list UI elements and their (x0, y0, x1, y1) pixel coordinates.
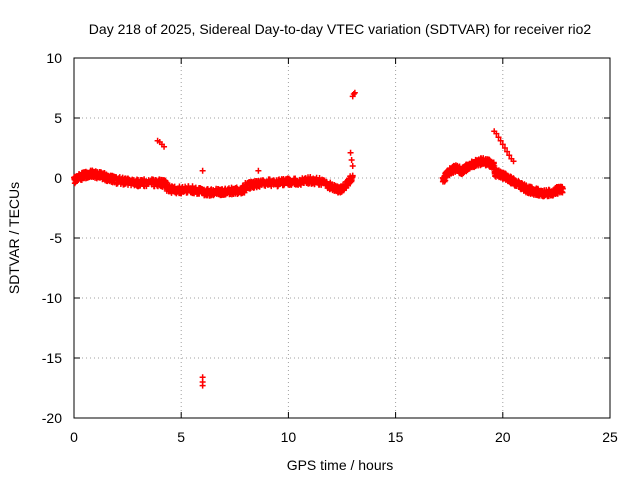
x-tick-label: 5 (177, 429, 185, 445)
data-point (199, 167, 206, 174)
y-tick-label: -20 (42, 410, 62, 426)
data-point (497, 137, 504, 144)
x-tick-label: 15 (388, 429, 404, 445)
x-tick-label: 20 (495, 429, 511, 445)
data-point (255, 167, 262, 174)
grid (74, 58, 610, 418)
data-point (350, 91, 357, 97)
data-point (510, 158, 517, 165)
data-point (493, 130, 500, 137)
x-tick-label: 10 (281, 429, 297, 445)
data-point (501, 145, 508, 151)
y-tick-label: 10 (46, 50, 62, 66)
data-point (349, 172, 356, 179)
data-point (347, 149, 354, 156)
data-point (348, 157, 355, 163)
data-point (495, 134, 502, 141)
tick-labels: 0 5 10 15 20 25 -20 -15 -10 -5 0 5 10 (42, 50, 618, 445)
data-points (71, 89, 566, 389)
y-tick-label: 5 (54, 110, 62, 126)
data-point (499, 141, 506, 148)
data-point (255, 182, 262, 189)
data-point (506, 152, 513, 159)
x-tick-label: 25 (602, 429, 618, 445)
axes (73, 57, 611, 419)
data-point (349, 163, 356, 169)
chart-title: Day 218 of 2025, Sidereal Day-to-day VTE… (89, 21, 592, 37)
y-tick-label: -5 (50, 230, 63, 246)
data-point (161, 143, 168, 150)
y-tick-label: 0 (54, 170, 62, 186)
x-axis-label: GPS time / hours (287, 457, 394, 473)
y-tick-label: -10 (42, 290, 62, 306)
data-point (351, 89, 358, 96)
x-tick-label: 0 (70, 429, 78, 445)
data-point (559, 185, 566, 192)
y-axis-label: SDTVAR / TECUs (6, 182, 22, 294)
y-tick-label: -15 (42, 350, 62, 366)
data-point (199, 382, 206, 389)
data-point (504, 148, 511, 155)
